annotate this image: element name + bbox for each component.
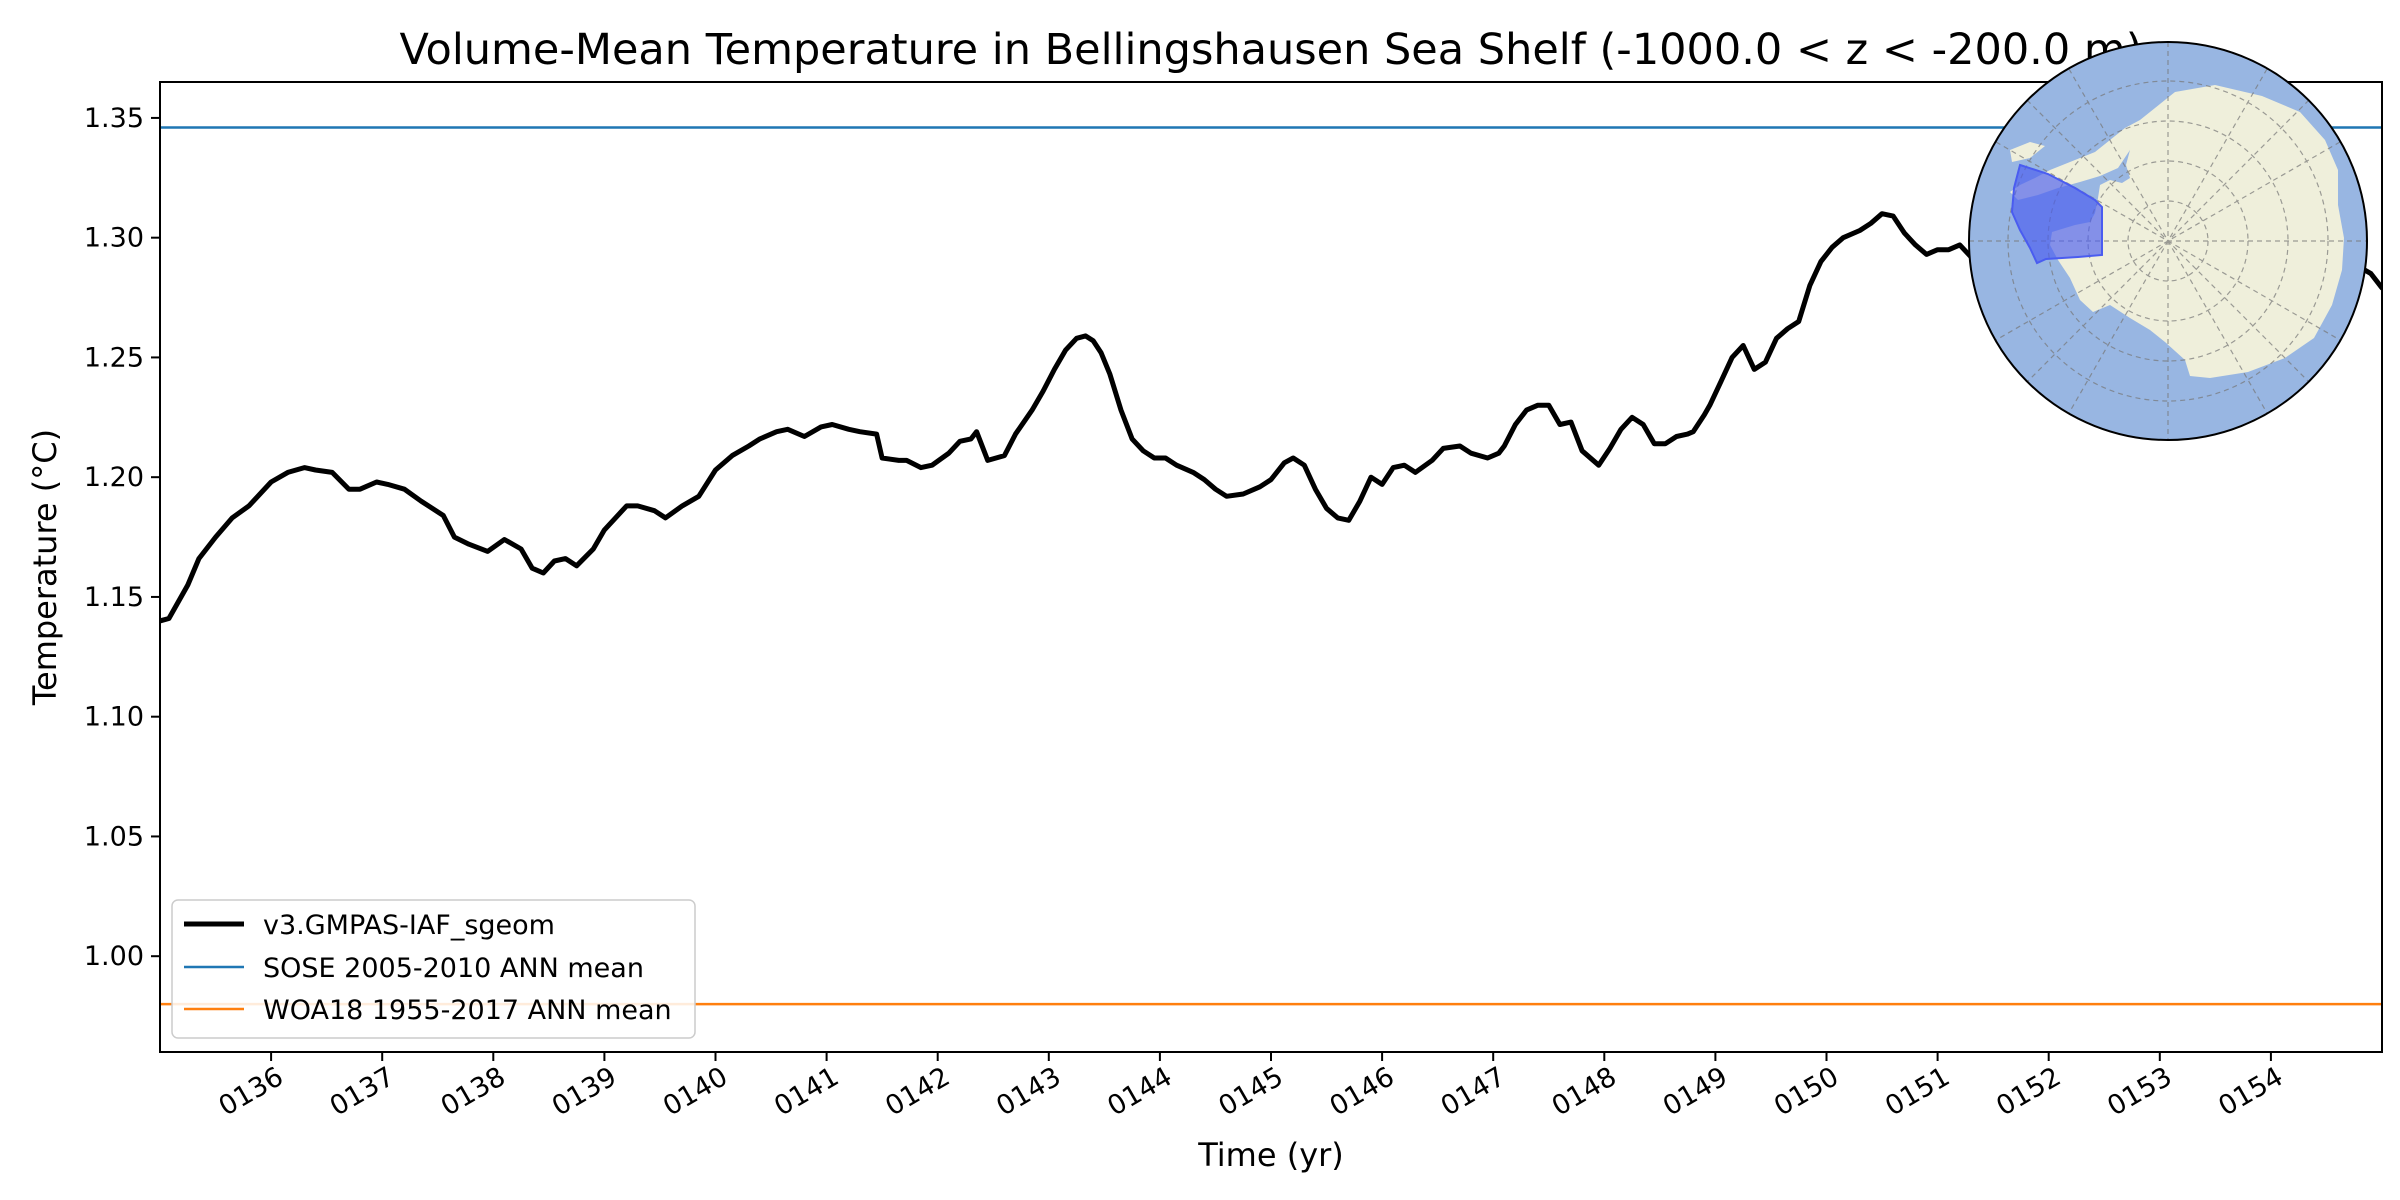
x-tick-label: 0153 <box>2102 1061 2177 1122</box>
y-tick-label: 1.00 <box>84 941 144 972</box>
x-tick-label: 0142 <box>880 1061 955 1122</box>
x-tick-label: 0145 <box>1213 1061 1288 1122</box>
y-tick-label: 1.10 <box>84 702 144 733</box>
plot-frame <box>159 81 2383 1053</box>
x-tick-label: 0143 <box>991 1061 1066 1122</box>
legend-label-model: v3.GMPAS-IAF_sgeom <box>263 910 555 941</box>
x-tick-label: 0154 <box>2213 1061 2288 1122</box>
x-tick-label: 0144 <box>1102 1061 1177 1122</box>
legend-label-woa18: WOA18 1955-2017 ANN mean <box>263 995 672 1026</box>
land-fragment <box>2010 142 2045 162</box>
x-tick-label: 0140 <box>658 1061 733 1122</box>
x-tick-label: 0136 <box>214 1061 289 1122</box>
antarctica-region-map <box>1968 41 2368 441</box>
x-tick-label: 0149 <box>1658 1061 1733 1122</box>
legend-label-sose: SOSE 2005-2010 ANN mean <box>263 953 644 984</box>
x-tick-label: 0146 <box>1325 1061 1400 1122</box>
bellingshausen-shelf-region <box>2010 163 2103 265</box>
y-axis-label: Temperature (°C) <box>26 429 64 706</box>
y-tick-label: 1.35 <box>84 103 144 134</box>
x-axis: 0136 0137 0138 0139 0140 0141 0142 0143 0144 0145… <box>214 1052 2288 1122</box>
y-tick-label: 1.25 <box>84 342 144 373</box>
x-tick-label: 0152 <box>1991 1061 2066 1122</box>
x-axis-label: Time (yr) <box>1197 1136 1344 1174</box>
chart-title: Volume-Mean Temperature in Bellingshause… <box>399 25 2142 75</box>
y-tick-label: 1.30 <box>84 223 144 254</box>
map-border <box>1968 41 2368 441</box>
x-tick-label: 0139 <box>547 1061 622 1122</box>
y-tick-label: 1.20 <box>84 462 144 493</box>
y-axis: 1.00 1.05 1.10 1.15 1.20 1.25 1.30 1.35 <box>84 103 160 972</box>
x-tick-label: 0147 <box>1436 1061 1511 1122</box>
x-tick-label: 0141 <box>769 1061 844 1122</box>
x-tick-label: 0137 <box>325 1061 400 1122</box>
x-tick-label: 0150 <box>1769 1061 1844 1122</box>
model-temperature-line <box>160 211 2382 624</box>
antarctica-land <box>2050 85 2344 378</box>
y-tick-label: 1.15 <box>84 582 144 613</box>
legend: v3.GMPAS-IAF_sgeom SOSE 2005-2010 ANN me… <box>171 899 696 1039</box>
x-tick-label: 0151 <box>1880 1061 1955 1122</box>
x-tick-label: 0138 <box>436 1061 511 1122</box>
legend-box <box>171 899 696 1039</box>
y-tick-label: 1.05 <box>84 821 144 852</box>
x-tick-label: 0148 <box>1547 1061 1622 1122</box>
